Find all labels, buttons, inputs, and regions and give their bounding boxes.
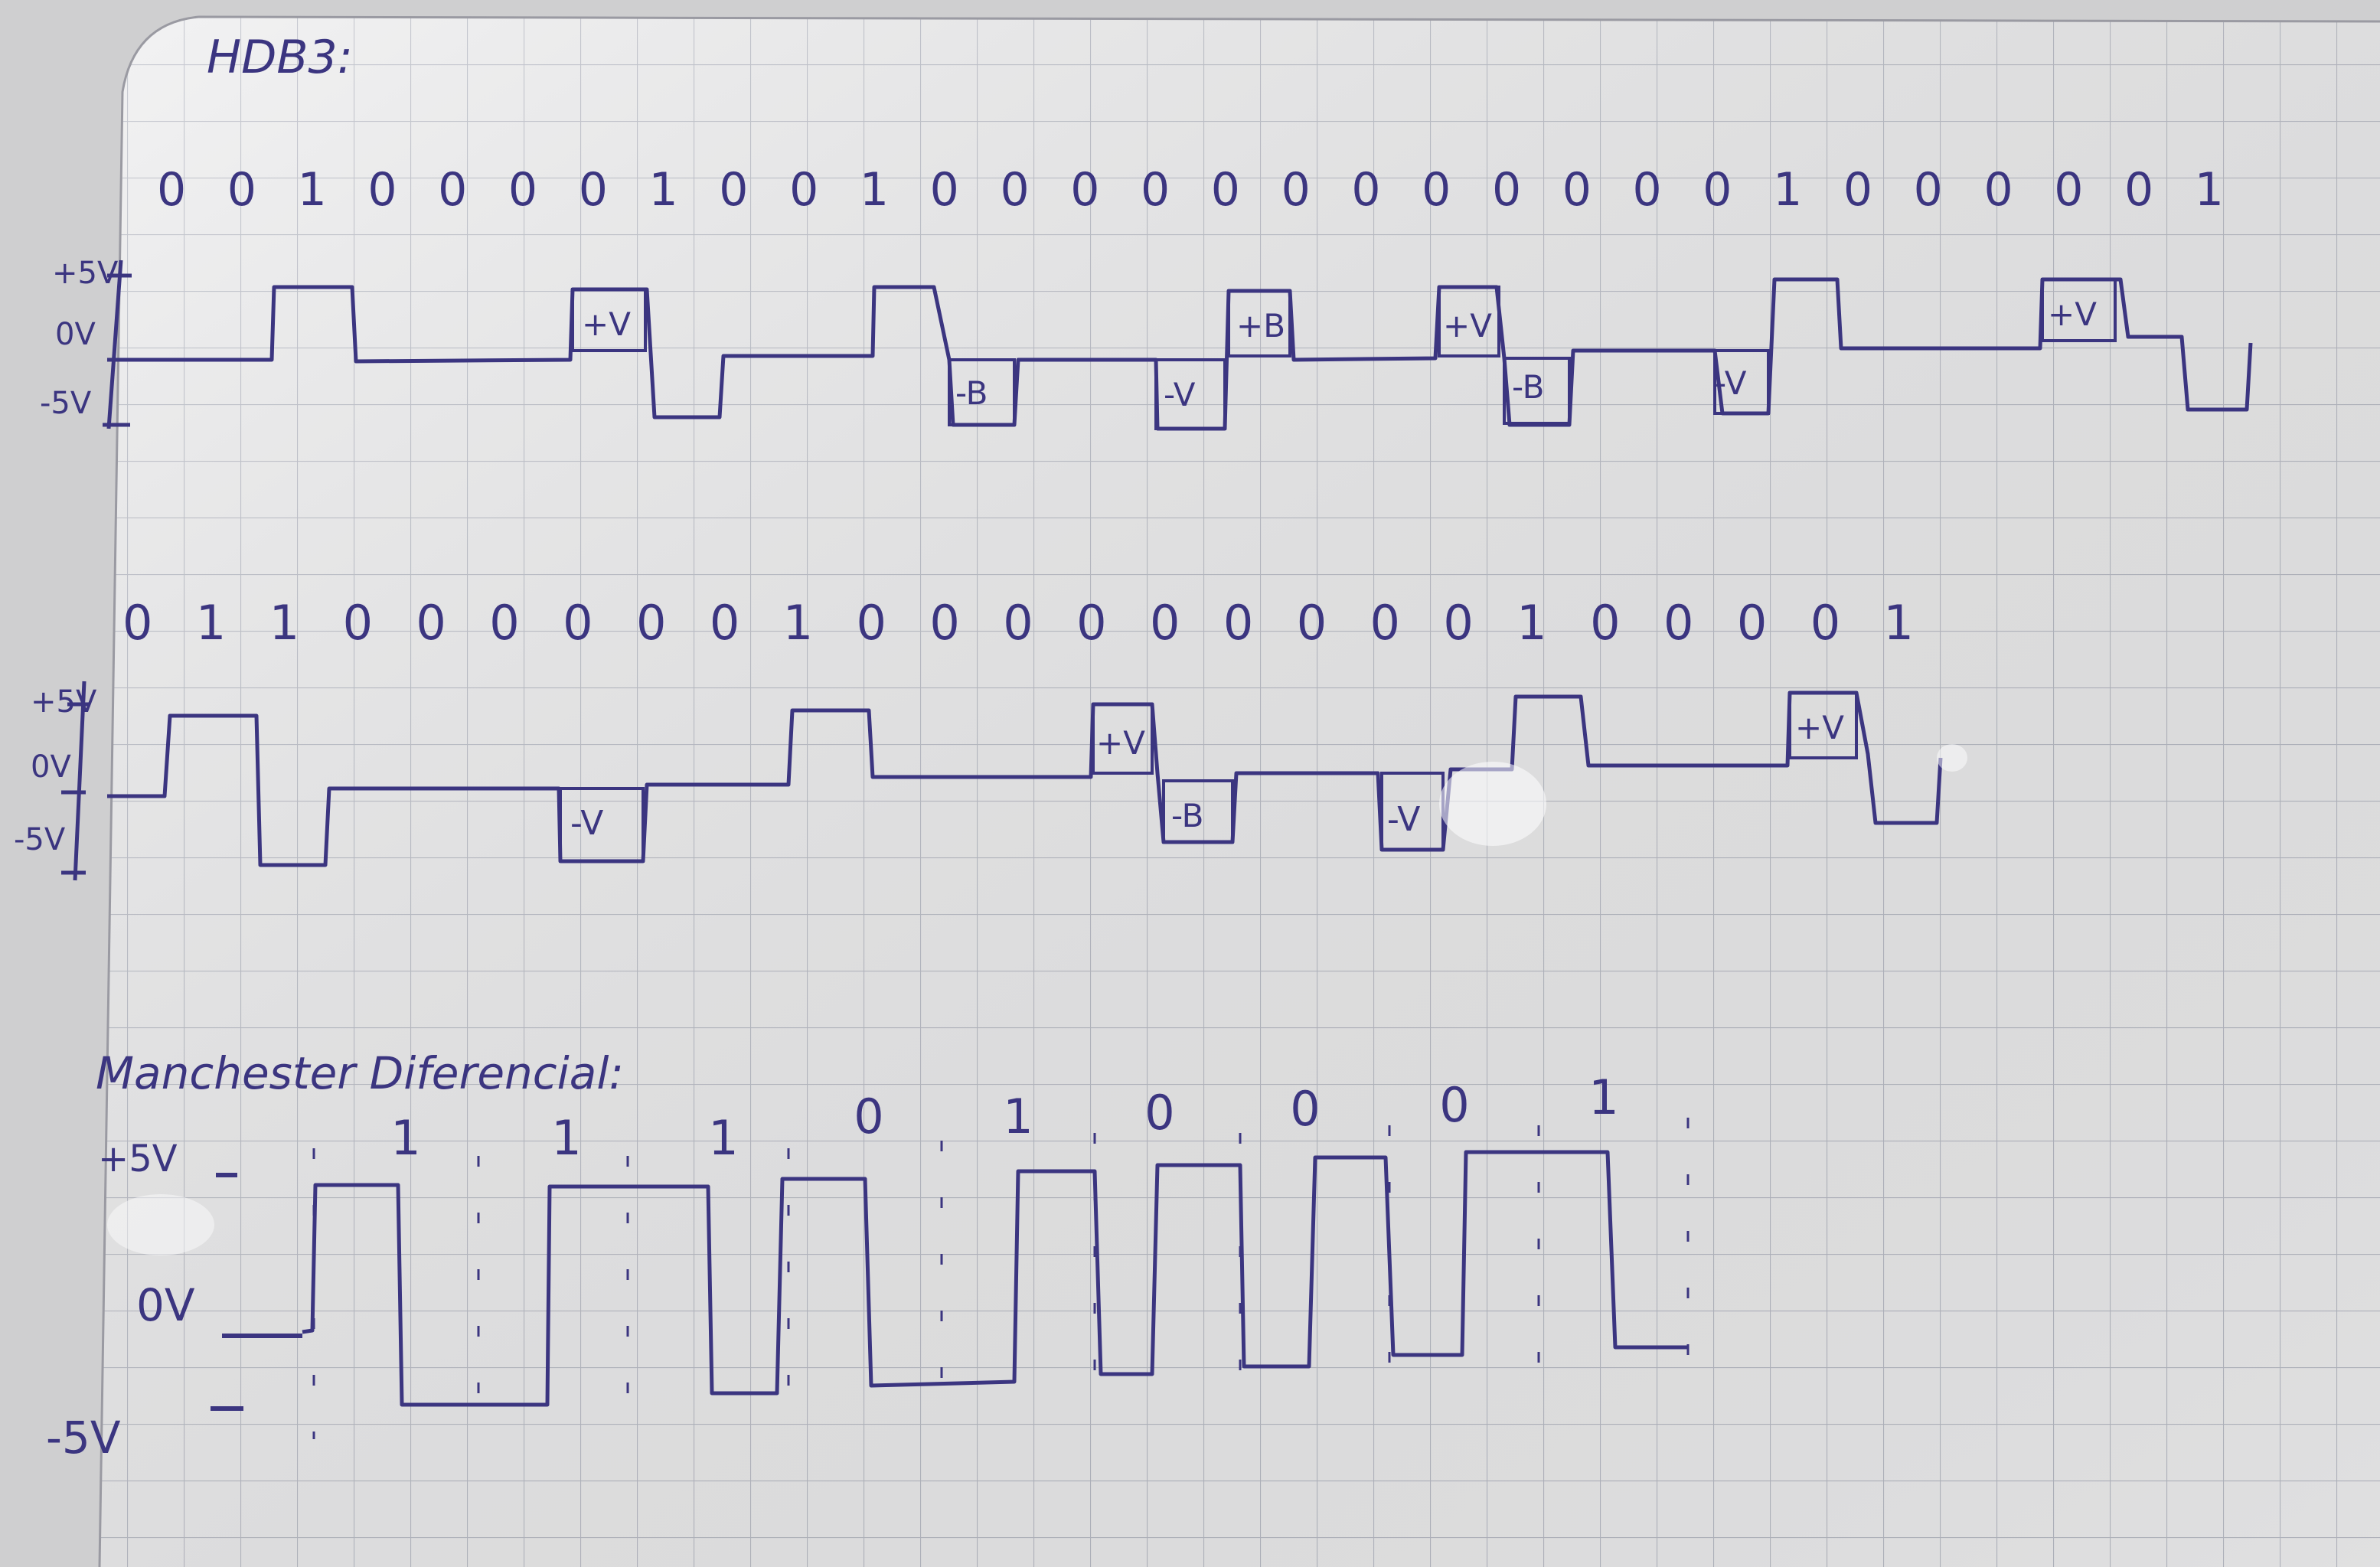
glare-spot [1937, 744, 1967, 772]
manchester-axis: +5V 0V -5V [46, 1138, 302, 1464]
manchester-title: Manchester Diferencial: [96, 1047, 624, 1099]
pulse-label: +V [1443, 307, 1492, 344]
pulse-label: -V [1715, 364, 1747, 402]
svg-text:-5V: -5V [14, 822, 66, 857]
hdb3-lower-axis: +5V 0V -5V [14, 681, 97, 881]
pulse-label: -V [570, 804, 603, 843]
hdb3-upper-pulse-boxes [571, 278, 2117, 430]
hdb3-lower-waveform [107, 690, 1943, 867]
manchester-clock-marks [312, 1118, 1690, 1439]
bit-label: 0 [1290, 1081, 1320, 1137]
bit-label: 1 [390, 1110, 420, 1166]
pulse-label: +V [1795, 709, 1844, 746]
pulse-label: -B [1171, 797, 1203, 834]
bit-label: 1 [551, 1110, 581, 1166]
svg-text:+5V: +5V [52, 256, 119, 291]
svg-text:-5V: -5V [40, 386, 92, 421]
bit-label: 1 [1003, 1089, 1033, 1144]
svg-text:+5V: +5V [31, 684, 97, 720]
hdb3-lower-pulse-labels: -V +V -B -V +V [570, 709, 1844, 843]
pulse-label: -V [1387, 800, 1420, 839]
hdb3-upper-pulse-labels: +V -B -V +B +V -B -V +V [582, 295, 2097, 413]
pulse-label: +V [582, 305, 631, 343]
svg-text:0V: 0V [31, 749, 71, 785]
hdb3-lower-bits: 0 1 1 0 0 0 0 0 0 1 0 0 0 0 0 0 0 0 0 1 … [122, 595, 1914, 651]
bit-label: 1 [1588, 1069, 1618, 1125]
page-title: HDB3: [207, 31, 353, 84]
glare-spot [107, 1194, 214, 1255]
bit-label: 0 [1439, 1077, 1469, 1133]
svg-text:-5V: -5V [46, 1412, 121, 1464]
bit-label: 0 [854, 1089, 883, 1144]
paper-edge [98, 15, 2380, 1567]
svg-text:0V: 0V [55, 317, 96, 352]
pulse-label: +B [1236, 307, 1285, 344]
pulse-label: -V [1164, 376, 1196, 413]
pulse-label: +V [2048, 295, 2097, 333]
bit-label: 1 [708, 1110, 738, 1166]
hdb3-upper-bits: 0 0 1 0 0 0 0 1 0 0 1 0 0 0 0 0 0 0 0 0 … [157, 163, 2224, 217]
bit-label: 0 [1144, 1085, 1174, 1141]
svg-text:+5V: +5V [98, 1138, 178, 1180]
pulse-label: -B [1512, 368, 1544, 406]
manchester-waveform [302, 1150, 1688, 1407]
manchester-bits: 1 1 1 0 1 0 0 0 1 [390, 1069, 1618, 1166]
pulse-label: -B [955, 374, 988, 412]
glare-spot [1439, 762, 1546, 846]
pulse-label: +V [1096, 724, 1145, 762]
svg-text:0V: 0V [136, 1279, 195, 1331]
